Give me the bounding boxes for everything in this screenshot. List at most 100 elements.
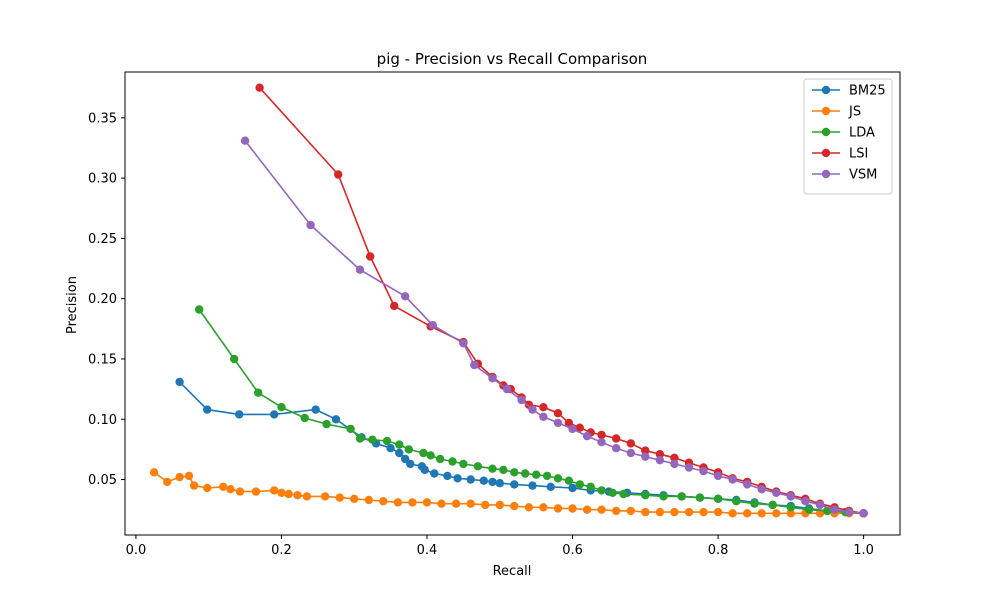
data-point-js xyxy=(743,509,752,518)
data-point-lda xyxy=(473,462,483,471)
x-tick-label: 0.2 xyxy=(271,543,292,558)
data-point-lda xyxy=(677,492,686,501)
data-point-lda xyxy=(355,434,365,443)
data-point-vsm xyxy=(597,438,606,447)
y-tick-label: 0.15 xyxy=(88,352,117,367)
data-point-bm25 xyxy=(430,469,439,478)
data-point-vsm xyxy=(670,459,679,469)
data-point-lda xyxy=(732,497,741,506)
data-point-bm25 xyxy=(510,480,519,489)
data-point-js xyxy=(568,504,577,513)
data-point-vsm xyxy=(355,265,365,274)
data-point-lda xyxy=(346,424,355,434)
data-point-lda xyxy=(300,413,309,423)
data-point-bm25 xyxy=(203,405,212,414)
data-point-js xyxy=(451,499,461,508)
data-point-js xyxy=(335,493,344,502)
data-point-vsm xyxy=(728,475,737,484)
data-point-lsi xyxy=(612,434,621,443)
data-point-js xyxy=(364,495,373,505)
data-point-lda xyxy=(532,470,541,479)
x-axis-label: Recall xyxy=(493,564,532,579)
data-point-lda xyxy=(713,494,723,503)
data-point-vsm xyxy=(502,384,512,394)
y-tick-label: 0.30 xyxy=(88,172,117,187)
data-point-lsi xyxy=(575,423,584,432)
data-point-vsm xyxy=(528,405,537,414)
legend-marker-vsm xyxy=(821,169,831,179)
data-point-bm25 xyxy=(479,476,488,485)
data-point-bm25 xyxy=(175,377,184,387)
data-point-bm25 xyxy=(495,479,504,488)
data-point-js xyxy=(149,468,159,477)
legend-label-lsi: LSI xyxy=(849,147,868,162)
legend-marker-lda xyxy=(821,127,831,137)
data-point-js xyxy=(189,481,199,490)
x-tick-label: 0.8 xyxy=(708,543,729,558)
data-point-js xyxy=(270,486,279,495)
series-js xyxy=(149,468,868,518)
data-point-lda xyxy=(564,476,574,485)
data-point-vsm xyxy=(428,321,437,330)
data-point-vsm xyxy=(699,466,708,476)
data-point-bm25 xyxy=(528,481,537,490)
data-point-lsi xyxy=(597,430,606,440)
data-point-lda xyxy=(254,388,263,397)
data-point-vsm xyxy=(626,448,635,458)
series-lda xyxy=(195,305,868,518)
data-point-js xyxy=(277,488,286,497)
data-point-vsm xyxy=(517,395,526,405)
data-point-lda xyxy=(230,354,239,364)
data-point-js xyxy=(757,509,766,518)
data-point-lda xyxy=(695,493,705,502)
data-point-lda xyxy=(597,486,606,495)
data-point-vsm xyxy=(641,452,650,461)
data-point-lda xyxy=(435,454,445,464)
y-tick-label: 0.10 xyxy=(88,413,117,428)
data-point-vsm xyxy=(488,374,497,383)
data-point-js xyxy=(510,501,519,511)
data-point-bm25 xyxy=(406,459,415,469)
data-point-js xyxy=(379,497,388,506)
data-point-js xyxy=(713,507,723,517)
legend-marker-bm25 xyxy=(821,85,831,95)
data-point-lda xyxy=(521,469,530,478)
data-point-lda xyxy=(768,500,777,510)
data-point-bm25 xyxy=(331,415,341,424)
data-point-lda xyxy=(277,403,286,412)
data-point-js xyxy=(466,499,475,508)
data-point-lda xyxy=(404,445,413,454)
data-point-vsm xyxy=(568,424,577,434)
data-point-lda xyxy=(499,465,508,475)
data-point-vsm xyxy=(582,431,592,441)
data-point-js xyxy=(524,503,534,512)
x-tick-label: 0.0 xyxy=(126,543,147,558)
data-point-lda xyxy=(459,459,468,469)
data-point-vsm xyxy=(830,505,839,514)
series-layer xyxy=(149,83,868,518)
data-point-vsm xyxy=(459,339,468,348)
data-point-js xyxy=(670,507,679,517)
data-point-js xyxy=(612,506,621,516)
data-point-bm25 xyxy=(443,471,452,481)
data-point-js xyxy=(422,498,432,507)
legend-label-lda: LDA xyxy=(849,126,875,141)
data-point-js xyxy=(655,507,665,517)
data-point-js xyxy=(553,504,563,513)
data-point-vsm xyxy=(612,444,621,453)
data-point-lda xyxy=(586,482,595,491)
data-point-lda xyxy=(488,464,497,473)
data-point-bm25 xyxy=(311,405,320,414)
legend-marker-js xyxy=(821,106,831,116)
data-point-js xyxy=(163,477,172,487)
data-point-vsm xyxy=(859,509,868,518)
data-point-bm25 xyxy=(420,465,429,475)
data-point-vsm xyxy=(772,488,781,497)
data-point-js xyxy=(293,491,302,500)
data-point-lda xyxy=(395,440,404,449)
data-point-bm25 xyxy=(488,477,497,487)
y-tick-label: 0.35 xyxy=(88,111,117,126)
data-point-lsi xyxy=(641,446,650,455)
data-point-lda xyxy=(368,435,377,444)
y-axis-label: Precision xyxy=(65,276,80,334)
